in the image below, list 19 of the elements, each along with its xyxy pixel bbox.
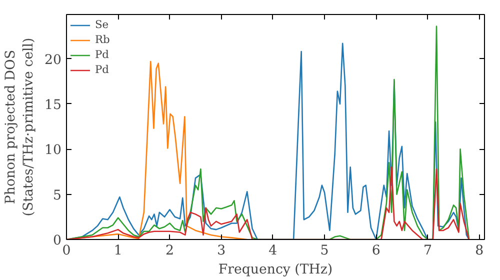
legend-label: Pd — [95, 48, 110, 61]
x-tick-label: 8 — [475, 244, 484, 258]
legend-label: Se — [95, 18, 110, 31]
x-tick-label: 5 — [320, 244, 329, 258]
y-axis-title: Phonon projected DOS (States/THz·primitive cell) — [4, 38, 37, 216]
x-tick-label: 7 — [423, 244, 432, 258]
y-tick-label: 5 — [53, 188, 62, 204]
y-tick-label: 15 — [44, 98, 62, 113]
x-tick-label: 3 — [217, 244, 226, 258]
y-tick-label: 0 — [53, 234, 62, 248]
y-tick-label: 10 — [44, 143, 62, 158]
x-tick-label: 6 — [372, 244, 380, 258]
legend-label: Rb — [95, 33, 111, 46]
legend-label: Pd — [95, 63, 110, 76]
x-tick-label: 2 — [165, 244, 174, 258]
x-tick-label: 4 — [268, 244, 278, 258]
y-tick-label: 20 — [44, 52, 62, 68]
x-tick-label: 1 — [114, 244, 122, 258]
x-axis-title: Frequency (THz) — [218, 262, 333, 278]
